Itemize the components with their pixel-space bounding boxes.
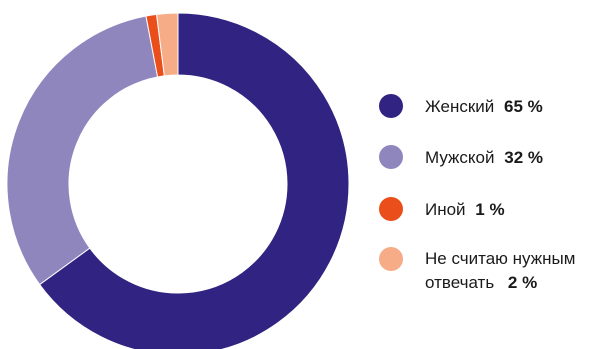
legend-value-female: 65 % [504, 97, 543, 116]
svg-text:Иной 1 %: Иной 1 % [425, 200, 505, 219]
legend-item-female: Женский 65 % [379, 94, 543, 118]
legend: Женский 65 % Мужской 32 % Иной 1 % Не сч… [379, 94, 575, 292]
donut-slices [6, 12, 350, 349]
svg-text:Женский 65 %: Женский 65 % [425, 97, 543, 116]
legend-swatch-female [379, 94, 403, 118]
legend-swatch-other [379, 197, 403, 221]
legend-item-other: Иной 1 % [379, 197, 505, 221]
legend-swatch-no-answer [379, 247, 403, 271]
legend-item-no-answer: Не считаю нужным отвечать 2 % [379, 247, 575, 292]
slice-no-answer [156, 12, 179, 77]
svg-text:отвечать 2 %: отвечать 2 % [425, 273, 537, 292]
svg-text:Не считаю нужным: Не считаю нужным [425, 249, 575, 268]
legend-value-other: 1 % [475, 200, 504, 219]
legend-label-no-answer-line2: отвечать [425, 273, 494, 292]
legend-value-no-answer: 2 % [508, 273, 537, 292]
legend-label-no-answer-line1: Не считаю нужным [425, 249, 575, 268]
legend-label-male: Мужской [425, 148, 495, 167]
legend-swatch-male [379, 145, 403, 169]
legend-value-male: 32 % [504, 148, 543, 167]
svg-text:Мужской 32 %: Мужской 32 % [425, 148, 543, 167]
slice-female [38, 12, 350, 349]
legend-label-other: Иной [425, 200, 466, 219]
slice-male [6, 15, 159, 286]
legend-item-male: Мужской 32 % [379, 145, 543, 169]
legend-label-female: Женский [425, 97, 494, 116]
